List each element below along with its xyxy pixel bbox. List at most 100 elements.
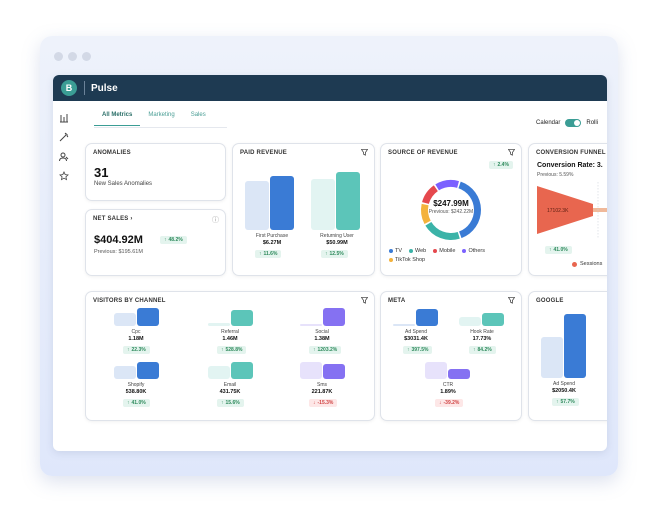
shopify-prev-bar	[114, 366, 136, 379]
filter-icon[interactable]	[508, 297, 515, 304]
revenue-donut-chart[interactable]	[415, 174, 487, 246]
chevron-right-icon[interactable]: ›	[130, 216, 133, 222]
channel-label: CTR	[442, 382, 454, 388]
magic-wand-icon[interactable]	[59, 132, 69, 142]
net-sales-value: $404.92M	[94, 234, 143, 246]
google-card[interactable]: GOOGLE Ad Spend $2050.4K ↑ 57.7%	[528, 291, 607, 421]
conversion-previous: Previous: 5.59%	[537, 172, 574, 178]
logo[interactable]: B	[61, 80, 77, 96]
returning-user-prev-bar	[311, 179, 335, 230]
funnel-chart[interactable]	[537, 182, 607, 238]
returning-user-badge: ↑ 12.5%	[321, 250, 348, 258]
google-bar	[564, 314, 586, 378]
channel-value: 1.46M	[222, 336, 238, 342]
channel-badge: ↑ 528.8%	[217, 346, 247, 354]
google-badge: ↑ 57.7%	[552, 398, 579, 406]
source-of-revenue-card[interactable]: SOURCE OF REVENUE ↑ 2.4% $247.99M Previou…	[380, 143, 522, 276]
calendar-toggle-row: Calendar Rolli	[536, 119, 598, 127]
meta-card[interactable]: META Ad Spend $3031.4K ↑ 397.5% Hook Rate 17.…	[380, 291, 522, 421]
conversion-funnel-card[interactable]: CONVERSION FUNNEL Conversion Rate: 3. Pr…	[528, 143, 607, 276]
sms-bar	[323, 364, 345, 379]
donut-slice-tiktok-shop[interactable]	[421, 203, 431, 225]
arrow-up-icon: ↑	[164, 237, 167, 243]
legend-item-web[interactable]: Web	[409, 248, 426, 254]
channel-badge: ↑ 22.3%	[123, 346, 150, 354]
returning-user-bar	[336, 172, 360, 230]
channel-badge: ↓ -39.2%	[435, 399, 464, 407]
arrow-up-icon: ↑	[259, 251, 262, 257]
first-purchase-bar	[270, 176, 294, 230]
meta-title: META	[388, 298, 406, 304]
hook-rate-prev-bar	[459, 317, 481, 326]
channel-badge: ↑ 397.5%	[403, 346, 433, 354]
anomalies-subtitle: New Sales Anomalies	[94, 181, 153, 187]
funnel-legend: Sessions	[572, 261, 602, 267]
cpc-bar	[137, 308, 159, 326]
calendar-toggle[interactable]	[565, 119, 582, 127]
shopify-bar	[137, 362, 159, 379]
sms-prev-bar	[300, 362, 322, 379]
legend-label: TikTok Shop	[395, 257, 426, 263]
ctr-prev-bar	[425, 362, 447, 379]
funnel-value: 17102.3K	[547, 208, 569, 214]
legend-swatch	[389, 249, 393, 253]
anomalies-title: ANOMALIES	[93, 150, 131, 156]
tab-sales[interactable]: Sales	[190, 112, 206, 118]
channel-value: 1.38M	[314, 336, 330, 342]
google-prev-bar	[541, 337, 563, 378]
chart-icon[interactable]	[59, 113, 69, 123]
arrow-up-icon: ↑	[221, 347, 224, 353]
filter-icon[interactable]	[361, 297, 368, 304]
first-purchase-value: $6.27M	[262, 240, 282, 246]
hook-rate-bar	[482, 313, 504, 326]
conversion-badge: ↑ 41.0%	[545, 246, 572, 254]
app-window: B Pulse All Metrics Marketing Sales Cale…	[53, 75, 607, 451]
star-icon[interactable]	[59, 171, 69, 181]
arrow-down-icon: ↓	[313, 400, 316, 406]
channel-label: Social	[315, 329, 329, 335]
channel-badge: ↓ -15.3%	[309, 399, 338, 407]
donut-slice-mobile[interactable]	[422, 185, 438, 204]
donut-slice-tv[interactable]	[458, 181, 481, 239]
users-icon[interactable]	[59, 152, 69, 162]
first-purchase-prev-bar	[245, 181, 269, 230]
calendar-label: Calendar	[536, 120, 561, 126]
legend-label: TV	[395, 248, 403, 254]
info-icon[interactable]: ⓘ	[212, 217, 219, 224]
tab-marketing[interactable]: Marketing	[148, 112, 175, 118]
tab-all-metrics[interactable]: All Metrics	[94, 112, 141, 126]
filter-icon[interactable]	[508, 149, 515, 156]
google-title: GOOGLE	[536, 298, 564, 304]
first-purchase-label: First Purchase	[255, 233, 289, 239]
legend-item-others[interactable]: Others	[462, 248, 485, 254]
donut-slice-others[interactable]	[435, 180, 460, 191]
channel-value: 221.87K	[311, 389, 333, 395]
filter-icon[interactable]	[361, 149, 368, 156]
arrow-up-icon: ↑	[473, 347, 476, 353]
social-prev-bar	[300, 324, 322, 326]
paid-revenue-card[interactable]: PAID REVENUE First Purchase $6.27M ↑ 11.6…	[232, 143, 375, 276]
source-revenue-title: SOURCE OF REVENUE	[388, 150, 458, 156]
arrow-down-icon: ↓	[439, 400, 442, 406]
anomalies-card[interactable]: ANOMALIES 31 New Sales Anomalies	[85, 143, 226, 201]
visitors-by-channel-card[interactable]: VISITORS BY CHANNEL Cpc 1.18M ↑ 22.3% Referr…	[85, 291, 375, 421]
donut-total: $247.99M	[433, 199, 469, 208]
anomalies-count: 31	[94, 165, 109, 180]
returning-user-label: Returning User	[320, 233, 354, 239]
referral-bar	[231, 310, 253, 326]
channel-label: Email	[223, 382, 237, 388]
ad-spend-prev-bar	[393, 324, 415, 326]
email-bar	[231, 362, 253, 379]
legend-item-tiktok-shop[interactable]: TikTok Shop	[389, 257, 425, 263]
net-sales-card[interactable]: NET SALES › ⓘ $404.92M ↑ 48.2% Previous: …	[85, 209, 226, 276]
legend-item-tv[interactable]: TV	[389, 248, 402, 254]
arrow-up-icon: ↑	[325, 251, 328, 257]
window-dot-2	[68, 52, 77, 61]
channel-value: 1.89%	[440, 389, 456, 395]
legend-item-mobile[interactable]: Mobile	[433, 248, 455, 254]
rolling-label: Rolli	[586, 120, 599, 126]
donut-slice-web[interactable]	[425, 221, 460, 240]
tab-bar: All Metrics Marketing Sales	[94, 112, 214, 126]
tab-underline	[94, 127, 227, 128]
source-revenue-badge: ↑ 2.4%	[489, 161, 513, 169]
